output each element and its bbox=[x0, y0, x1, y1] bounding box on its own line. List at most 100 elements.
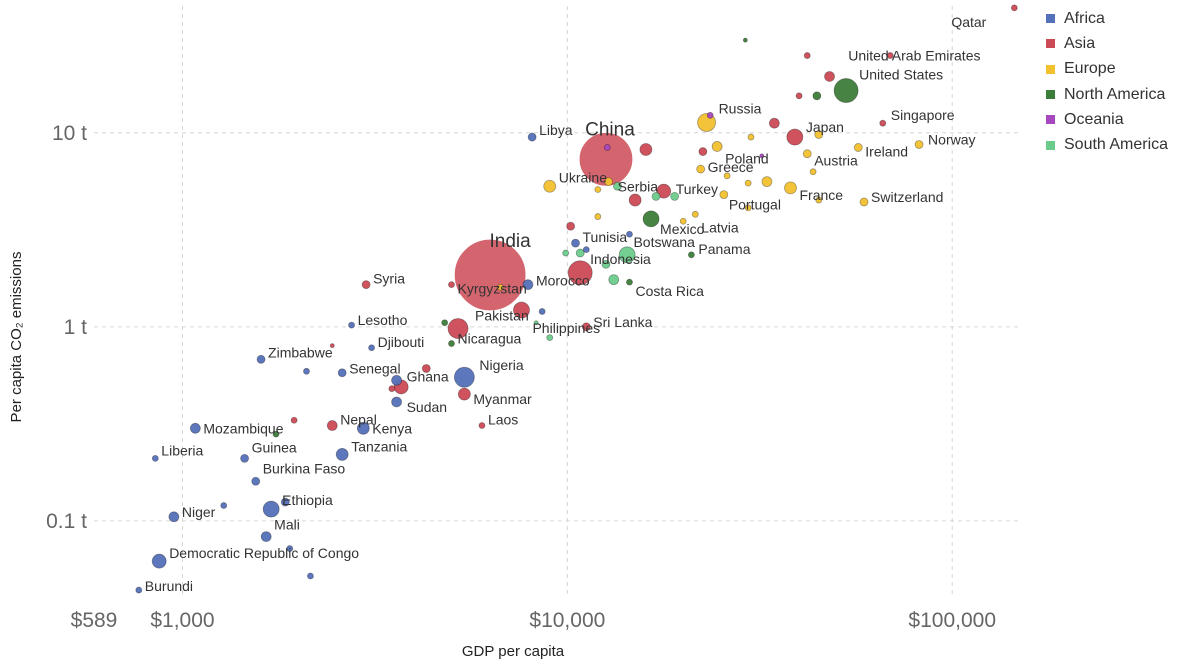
south-america-point[interactable] bbox=[608, 274, 620, 286]
niger-point[interactable] bbox=[168, 511, 180, 523]
oceania-point[interactable] bbox=[603, 144, 611, 151]
legend-item-africa[interactable]: Africa bbox=[1046, 6, 1168, 31]
portugal-point[interactable] bbox=[719, 190, 729, 200]
singapore-point[interactable] bbox=[879, 119, 887, 127]
legend-item-oceania[interactable]: Oceania bbox=[1046, 107, 1168, 132]
kenya-point[interactable] bbox=[356, 421, 370, 435]
ethiopia-point[interactable] bbox=[262, 500, 280, 518]
asia-point[interactable] bbox=[388, 385, 396, 393]
ukraine-point[interactable] bbox=[543, 179, 557, 193]
austria-point[interactable] bbox=[802, 149, 812, 159]
serbia-point[interactable] bbox=[604, 177, 614, 187]
asia-point[interactable] bbox=[824, 71, 835, 82]
south-america-point[interactable] bbox=[533, 320, 539, 326]
turkey-point[interactable] bbox=[656, 183, 672, 199]
democratic-republic-of-congo-point[interactable] bbox=[151, 553, 167, 569]
mozambique-point[interactable] bbox=[189, 422, 201, 434]
asia-point[interactable] bbox=[628, 193, 642, 207]
europe-point[interactable] bbox=[594, 213, 602, 220]
europe-point[interactable] bbox=[814, 130, 824, 139]
asia-point[interactable] bbox=[639, 143, 653, 156]
africa-point[interactable] bbox=[280, 497, 290, 507]
guinea-point[interactable] bbox=[240, 453, 249, 463]
libya-point[interactable] bbox=[527, 132, 537, 142]
tunisia-point[interactable] bbox=[571, 238, 580, 248]
legend-item-south-america[interactable]: South America bbox=[1046, 132, 1168, 157]
greece-point[interactable] bbox=[696, 164, 706, 174]
mexico-point[interactable] bbox=[642, 210, 660, 228]
asia-point[interactable] bbox=[290, 416, 298, 424]
kyrgyzstan-point[interactable] bbox=[448, 281, 455, 289]
europe-point[interactable] bbox=[744, 204, 752, 212]
syria-point[interactable] bbox=[361, 280, 371, 290]
asia-point[interactable] bbox=[567, 260, 593, 286]
asia-point[interactable] bbox=[803, 52, 811, 59]
burkina-faso-point[interactable] bbox=[251, 476, 261, 486]
asia-point[interactable] bbox=[698, 147, 708, 156]
south-america-point[interactable] bbox=[670, 191, 680, 201]
senegal-point[interactable] bbox=[337, 368, 347, 378]
zimbabwe-point[interactable] bbox=[256, 354, 266, 364]
costa-rica-point[interactable] bbox=[626, 278, 633, 286]
europe-point[interactable] bbox=[744, 179, 752, 187]
asia-point[interactable] bbox=[795, 92, 803, 100]
asia-point[interactable] bbox=[566, 221, 576, 231]
europe-point[interactable] bbox=[815, 196, 823, 204]
south-america-point[interactable] bbox=[562, 249, 570, 257]
nepal-point[interactable] bbox=[326, 420, 338, 431]
sri-lanka-point[interactable] bbox=[581, 322, 591, 332]
nicaragua-point[interactable] bbox=[448, 340, 455, 347]
africa-point[interactable] bbox=[582, 246, 590, 254]
africa-point[interactable] bbox=[307, 572, 314, 580]
china-point[interactable] bbox=[578, 131, 634, 187]
latvia-point[interactable] bbox=[691, 210, 699, 218]
liberia-point[interactable] bbox=[151, 454, 159, 462]
africa-point[interactable] bbox=[286, 545, 294, 552]
myanmar-point[interactable] bbox=[457, 387, 471, 401]
europe-point[interactable] bbox=[747, 133, 755, 141]
africa-point[interactable] bbox=[220, 502, 228, 509]
france-point[interactable] bbox=[784, 181, 797, 195]
united-arab-emirates-point[interactable] bbox=[886, 52, 894, 59]
ghana-point[interactable] bbox=[391, 374, 402, 386]
south-america-point[interactable] bbox=[575, 248, 585, 258]
asia-point[interactable] bbox=[421, 364, 431, 373]
tanzania-point[interactable] bbox=[335, 448, 349, 461]
nigeria-point[interactable] bbox=[453, 366, 475, 388]
south-america-point[interactable] bbox=[601, 259, 611, 269]
philippines-point[interactable] bbox=[513, 301, 530, 319]
norway-point[interactable] bbox=[914, 140, 924, 149]
africa-point[interactable] bbox=[303, 367, 310, 375]
japan-point[interactable] bbox=[786, 128, 804, 146]
switzerland-point[interactable] bbox=[859, 197, 869, 207]
indonesia-point[interactable] bbox=[618, 246, 636, 264]
north-america-point[interactable] bbox=[742, 37, 748, 43]
lesotho-point[interactable] bbox=[348, 321, 355, 329]
botswana-point[interactable] bbox=[626, 230, 633, 238]
south-america-point[interactable] bbox=[613, 181, 622, 191]
africa-point[interactable] bbox=[538, 308, 546, 315]
north-america-point[interactable] bbox=[812, 91, 822, 101]
south-america-point[interactable] bbox=[651, 191, 661, 201]
asia-point[interactable] bbox=[768, 117, 780, 129]
djibouti-point[interactable] bbox=[368, 344, 375, 352]
europe-point[interactable] bbox=[809, 168, 817, 176]
qatar-point[interactable] bbox=[1010, 4, 1018, 12]
panama-point[interactable] bbox=[687, 251, 695, 259]
europe-point[interactable] bbox=[594, 186, 602, 193]
burundi-point[interactable] bbox=[135, 586, 143, 594]
poland-point[interactable] bbox=[711, 141, 723, 152]
south-america-point[interactable] bbox=[546, 334, 554, 341]
europe-point[interactable] bbox=[497, 283, 504, 291]
ireland-point[interactable] bbox=[853, 143, 863, 152]
europe-point[interactable] bbox=[761, 176, 773, 188]
asia-point[interactable] bbox=[329, 343, 335, 349]
legend-item-europe[interactable]: Europe bbox=[1046, 57, 1168, 82]
morocco-point[interactable] bbox=[522, 279, 534, 291]
pakistan-point[interactable] bbox=[447, 318, 469, 339]
europe-point[interactable] bbox=[679, 217, 687, 225]
laos-point[interactable] bbox=[478, 422, 486, 429]
north-america-point[interactable] bbox=[441, 319, 449, 327]
sudan-point[interactable] bbox=[391, 396, 402, 408]
legend-item-asia[interactable]: Asia bbox=[1046, 31, 1168, 56]
